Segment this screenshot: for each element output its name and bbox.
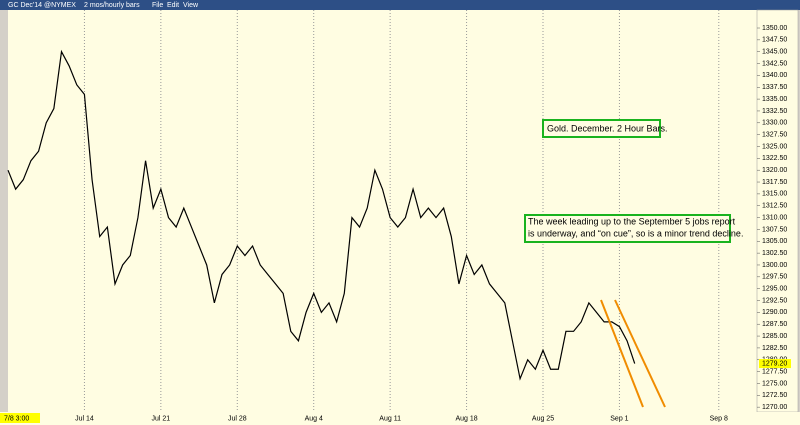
y-tick-label: 1327.50: [762, 131, 787, 138]
last-price-label: 1279.20: [762, 360, 787, 367]
y-tick-label: 1312.50: [762, 203, 787, 210]
price-axis: [756, 9, 799, 413]
trend-line: [614, 299, 666, 408]
x-cursor-label: 7/8 3:00: [4, 415, 29, 422]
annotation: Gold. December. 2 Hour Bars.: [547, 123, 668, 133]
y-tick-label: 1277.50: [762, 368, 787, 375]
y-tick-label: 1272.50: [762, 392, 787, 399]
y-tick-label: 1335.00: [762, 96, 787, 103]
y-tick-label: 1325.00: [762, 143, 787, 150]
menu[interactable]: View: [183, 2, 199, 9]
y-tick-label: 1337.50: [762, 84, 787, 91]
x-tick-label: Aug 4: [305, 415, 323, 422]
y-tick-label: 1285.00: [762, 333, 787, 340]
x-tick-label: Sep 1: [610, 415, 628, 422]
y-tick-label: 1345.00: [762, 49, 787, 56]
x-tick-label: Jul 21: [152, 415, 171, 422]
y-tick-label: 1320.00: [762, 167, 787, 174]
annotation-box: [542, 119, 661, 138]
toolbar: [0, 0, 800, 10]
y-tick-label: 1302.50: [762, 250, 787, 257]
last-price-bg: [759, 359, 791, 369]
y-tick-label: 1322.50: [762, 155, 787, 162]
y-tick-label: 1330.00: [762, 120, 787, 127]
y-tick-label: 1350.00: [762, 25, 787, 32]
y-tick-label: 1290.00: [762, 309, 787, 316]
trend-line: [600, 299, 644, 408]
annotation: is underway, and “on cue”, so is a minor…: [528, 228, 743, 238]
x-tick-label: Sep 8: [710, 415, 728, 422]
y-tick-label: 1317.50: [762, 179, 787, 186]
y-tick-label: 1295.00: [762, 286, 787, 293]
interval[interactable]: 2 mos/hourly bars: [84, 2, 140, 9]
menu[interactable]: Edit: [167, 2, 179, 9]
y-tick-label: 1287.50: [762, 321, 787, 328]
grid: [83, 10, 720, 412]
y-tick-label: 1282.50: [762, 345, 787, 352]
y-tick-label: 1292.50: [762, 297, 787, 304]
y-tick-label: 1307.50: [762, 226, 787, 233]
x-tick-label: Aug 18: [455, 415, 477, 422]
cursor-label-bg: [0, 413, 40, 423]
menu[interactable]: File: [152, 2, 163, 9]
time-axis: [0, 412, 800, 425]
symbol[interactable]: GC Dec'14 @NYMEX: [8, 2, 76, 9]
y-tick-label: 1297.50: [762, 274, 787, 281]
annotation: The week leading up to the September 5 j…: [528, 216, 736, 226]
y-tick-label: 1310.00: [762, 214, 787, 221]
y-tick-label: 1275.00: [762, 380, 787, 387]
x-tick-label: Jul 28: [228, 415, 247, 422]
x-tick-label: Jul 14: [75, 415, 94, 422]
annotation-box: [524, 214, 731, 243]
y-tick-label: 1300.00: [762, 262, 787, 269]
y-tick-label: 1340.00: [762, 72, 787, 79]
x-tick-label: Aug 11: [379, 415, 401, 422]
y-tick-label: 1347.50: [762, 37, 787, 44]
price-line: [7, 49, 636, 381]
y-tick-label: 1305.00: [762, 238, 787, 245]
series: [7, 49, 636, 381]
x-tick-label: Aug 25: [532, 415, 554, 422]
y-tick-label: 1270.00: [762, 404, 787, 411]
y-tick-label: 1332.50: [762, 108, 787, 115]
y-tick-label: 1315.00: [762, 191, 787, 198]
y-tick-label: 1342.50: [762, 60, 787, 67]
plot-area: [8, 10, 798, 412]
